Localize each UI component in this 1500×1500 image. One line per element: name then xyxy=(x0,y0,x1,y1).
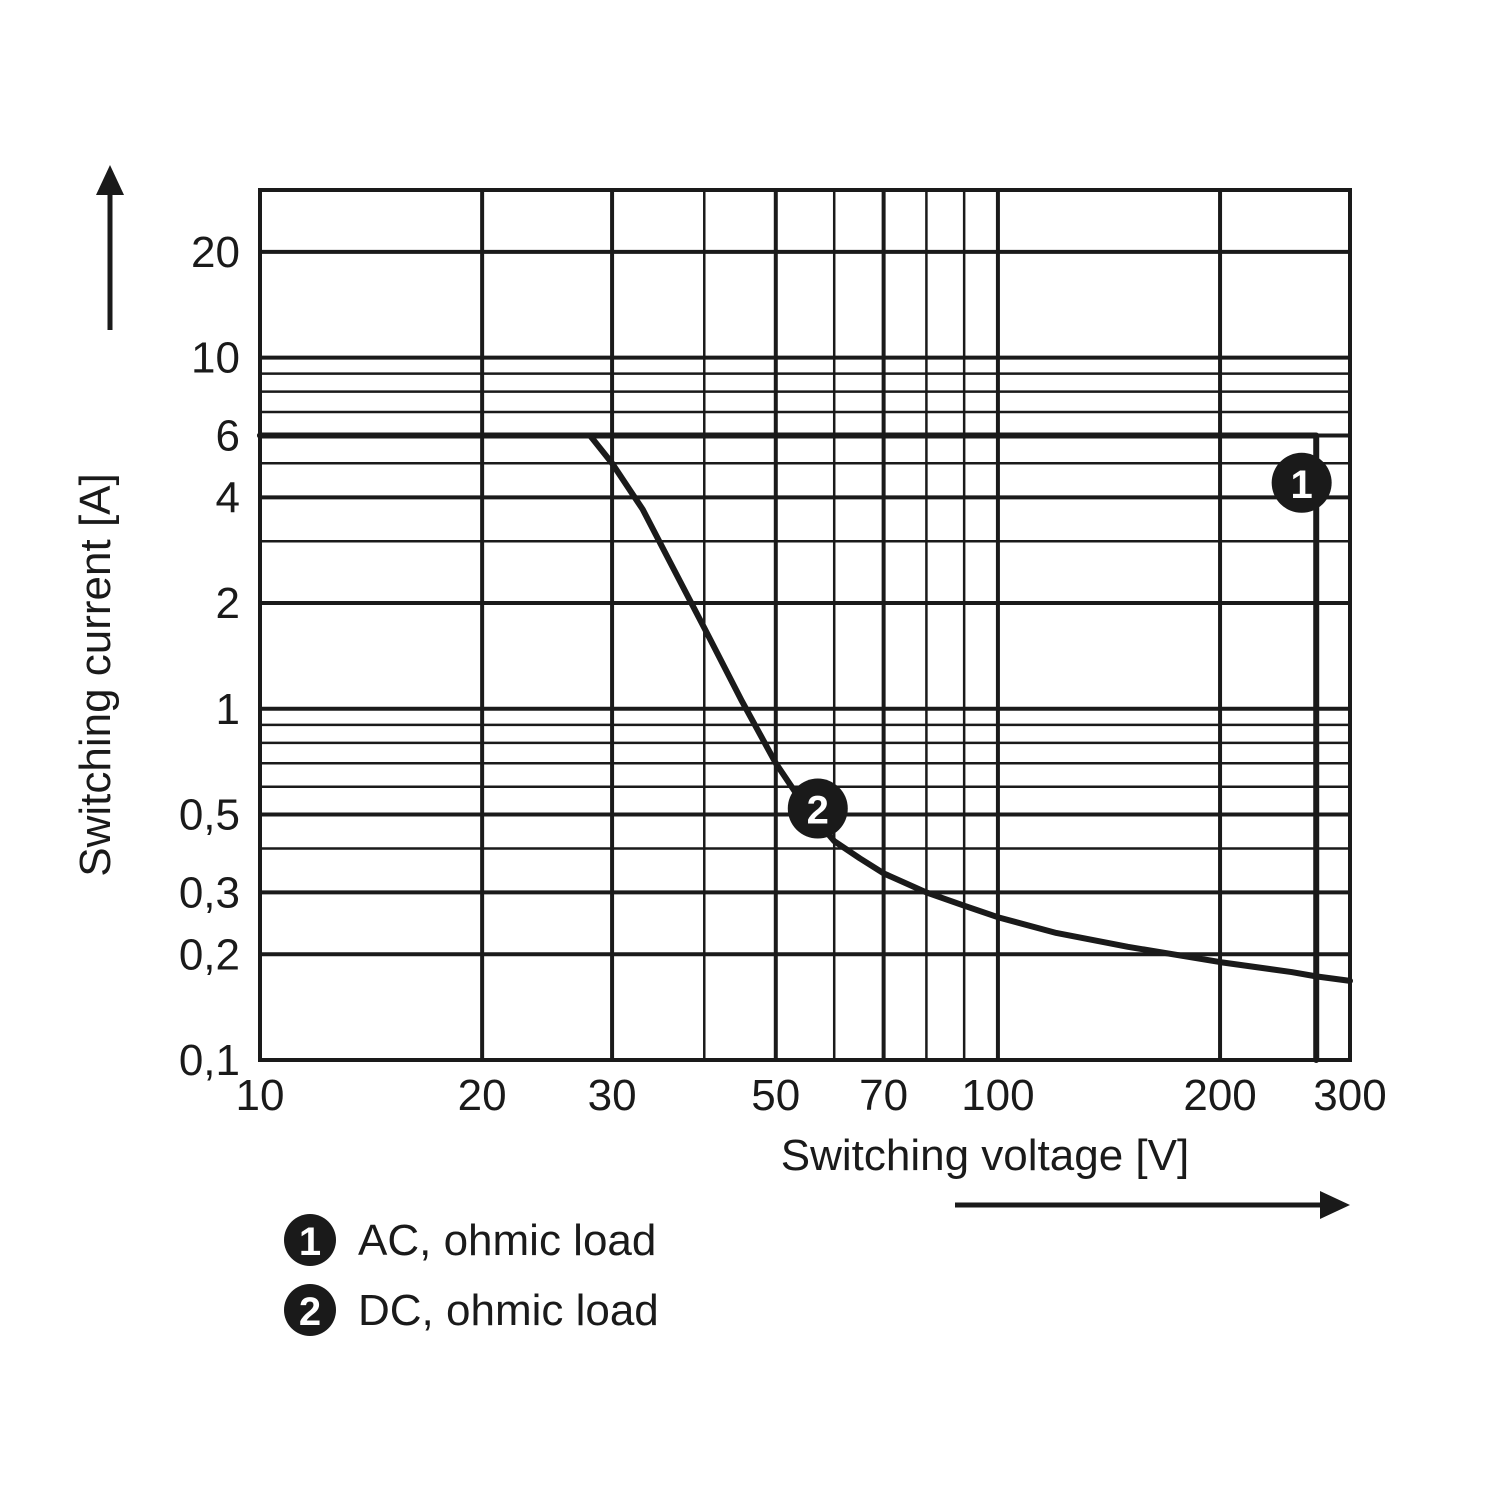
x-tick-label: 100 xyxy=(961,1071,1034,1120)
y-tick-label: 2 xyxy=(216,579,240,628)
y-tick-label: 0,2 xyxy=(179,930,240,979)
y-tick-label: 0,3 xyxy=(179,868,240,917)
x-tick-label: 200 xyxy=(1183,1071,1256,1120)
legend-item-2: 2 DC, ohmic load xyxy=(284,1284,659,1336)
x-tick-label: 70 xyxy=(859,1071,908,1120)
x-axis-arrowhead xyxy=(1320,1191,1350,1219)
legend-item-1: 1 AC, ohmic load xyxy=(284,1214,656,1266)
svg-text:1: 1 xyxy=(1291,463,1313,507)
chart-container: { "chart": { "type": "line-log-log", "ba… xyxy=(0,0,1500,1500)
y-tick-label: 20 xyxy=(191,228,240,277)
y-axis-label: Switching current [A] xyxy=(71,473,120,877)
x-axis-label: Switching voltage [V] xyxy=(781,1131,1189,1180)
y-axis-arrowhead xyxy=(96,165,124,195)
x-tick-label: 20 xyxy=(458,1071,507,1120)
y-tick-label: 0,5 xyxy=(179,791,240,840)
legend-label: DC, ohmic load xyxy=(358,1286,659,1335)
legend-label: AC, ohmic load xyxy=(358,1216,656,1265)
y-tick-label: 10 xyxy=(191,334,240,383)
marker-2: 2 xyxy=(788,779,848,839)
svg-text:2: 2 xyxy=(807,789,829,833)
x-tick-label: 30 xyxy=(588,1071,637,1120)
x-tick-label: 10 xyxy=(236,1071,285,1120)
x-tick-label: 50 xyxy=(751,1071,800,1120)
y-tick-label: 4 xyxy=(216,473,240,522)
switching-chart: 1 2 10 20 30 50 70 100 200 300 0,1 0,2 0,3 0,5 1 2 4 6 10 2… xyxy=(0,0,1500,1500)
x-tick-label: 300 xyxy=(1313,1071,1386,1120)
grid xyxy=(260,190,1350,1060)
y-tick-label: 0,1 xyxy=(179,1036,240,1085)
svg-text:1: 1 xyxy=(299,1220,321,1264)
marker-1: 1 xyxy=(1272,453,1332,513)
svg-text:2: 2 xyxy=(299,1290,321,1334)
y-tick-label: 6 xyxy=(216,411,240,460)
y-tick-label: 1 xyxy=(216,685,240,734)
curve-1 xyxy=(260,435,1316,1060)
